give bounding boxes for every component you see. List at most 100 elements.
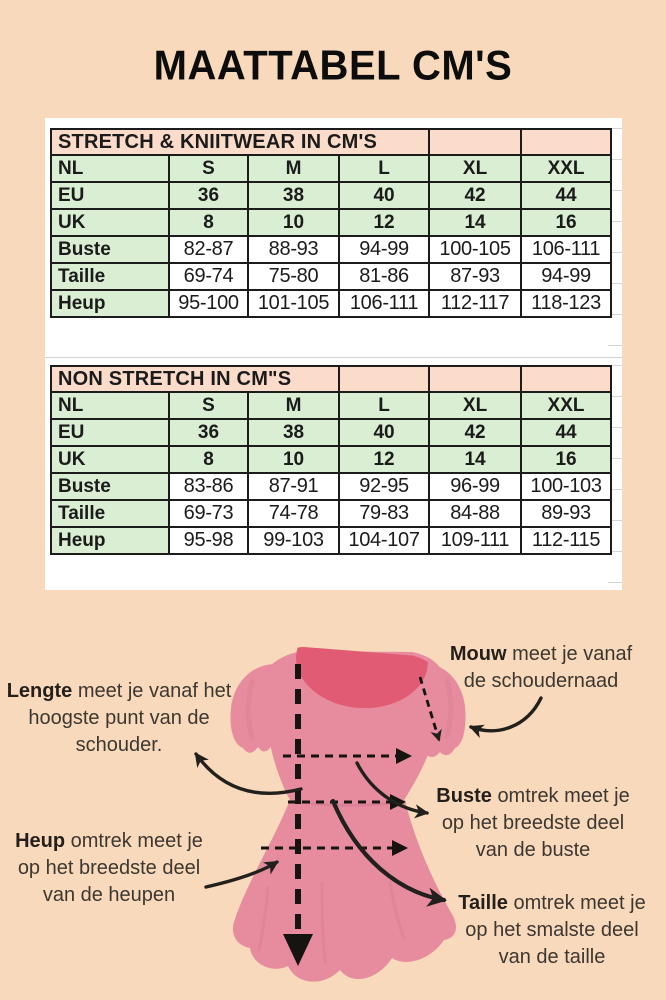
value-cell: 44 xyxy=(520,181,613,210)
row-label-cell: Buste xyxy=(50,472,170,501)
bust-arrowhead-icon xyxy=(396,748,412,764)
row-label-cell: EU xyxy=(50,181,170,210)
annotation-term: Buste xyxy=(436,785,492,807)
value-cell: 8 xyxy=(168,208,249,237)
value-cell: 89-93 xyxy=(520,499,613,528)
value-cell: L xyxy=(337,154,431,183)
table-row: UK 8 10 12 14 16 xyxy=(50,445,613,474)
value-cell: 44 xyxy=(520,418,613,447)
value-cell: 12 xyxy=(337,208,431,237)
bust-annotation-arrow-icon xyxy=(355,761,430,819)
skirt-fold xyxy=(388,880,406,940)
table-title-cell: STRETCH & KNIITWEAR IN CM'S xyxy=(49,128,431,156)
dress-neckline xyxy=(296,644,428,709)
annotation-line: op het breedste deel xyxy=(441,812,625,834)
value-cell: 16 xyxy=(520,208,613,237)
value-cell: 112-117 xyxy=(428,289,523,318)
value-cell: 8 xyxy=(168,445,249,474)
value-cell: 82-87 xyxy=(168,235,249,264)
value-cell: 81-86 xyxy=(337,262,431,291)
row-label-cell: Heup xyxy=(50,526,170,555)
table-row: Heup 95-98 99-103 104-107 109-111 112-115 xyxy=(50,526,613,555)
annotation-text: meet je vanaf het xyxy=(77,680,232,702)
table-header-row: NON STRETCH IN CM"S xyxy=(49,365,613,393)
table-header-blank-cell xyxy=(338,365,431,393)
waist-seam xyxy=(290,799,405,807)
table-header-blank-cell xyxy=(428,365,523,393)
annotation-term: Mouw xyxy=(449,643,507,665)
skirt-fold xyxy=(257,886,270,952)
value-cell: 99-103 xyxy=(246,526,341,555)
value-cell: 40 xyxy=(338,418,431,447)
row-label-cell: Taille xyxy=(50,262,170,291)
annotation-taille: Taille omtrek meet je op het smalste dee… xyxy=(438,890,666,971)
value-cell: S xyxy=(168,154,249,183)
table-row: Taille 69-74 75-80 81-86 87-93 94-99 xyxy=(50,262,613,291)
annotation-buste: Buste omtrek meet je op het breedste dee… xyxy=(423,783,643,864)
annotation-line: Heup omtrek meet je xyxy=(0,828,218,855)
value-cell: 100-103 xyxy=(520,472,613,501)
value-cell: XXL xyxy=(520,391,613,420)
annotation-mouw: Mouw meet je vanaf de schoudernaad xyxy=(430,641,652,695)
row-label-cell: NL xyxy=(50,391,170,420)
value-cell: 69-73 xyxy=(168,499,249,528)
table-row: EU 36 38 40 42 44 xyxy=(50,181,613,210)
sleeve-annotation-arrow-icon xyxy=(469,696,543,739)
value-cell: XL xyxy=(428,391,523,420)
size-table-stretch: STRETCH & KNIITWEAR IN CM'S NL S M L XL XXL EU 3… xyxy=(49,128,613,318)
value-cell: 74-78 xyxy=(246,499,341,528)
spreadsheet-gridline xyxy=(45,357,622,358)
annotation-term: Heup xyxy=(15,830,66,852)
value-cell: 112-115 xyxy=(520,526,613,555)
value-cell: 38 xyxy=(246,418,341,447)
value-cell: 84-88 xyxy=(428,499,523,528)
table-row: NL S M L XL XXL xyxy=(50,391,613,420)
table-row: Buste 82-87 88-93 94-99 100-105 106-111 xyxy=(50,235,613,264)
skirt-fold xyxy=(320,882,327,964)
dress-left-sleeve xyxy=(230,664,285,753)
value-cell: 75-80 xyxy=(247,262,340,291)
table-header-blank-cell xyxy=(428,128,523,156)
row-label-cell: NL xyxy=(50,154,170,183)
value-cell: 83-86 xyxy=(168,472,249,501)
annotation-text: omtrek meet je xyxy=(497,785,630,807)
value-cell: 79-83 xyxy=(338,499,431,528)
value-cell: 88-93 xyxy=(247,235,340,264)
value-cell: 12 xyxy=(338,445,431,474)
value-cell: 69-74 xyxy=(168,262,249,291)
value-cell: 100-105 xyxy=(428,235,523,264)
spreadsheet-area: STRETCH & KNIITWEAR IN CM'S NL S M L XL XXL EU 3… xyxy=(45,118,622,590)
value-cell: 94-99 xyxy=(337,235,431,264)
annotation-line: de schoudernaad xyxy=(463,670,619,692)
size-table-non-stretch: NON STRETCH IN CM"S NL S M L XL XXL EU 36 38 40 42 4… xyxy=(49,365,613,555)
value-cell: 95-98 xyxy=(168,526,249,555)
row-label-cell: Buste xyxy=(50,235,170,264)
table-row: EU 36 38 40 42 44 xyxy=(50,418,613,447)
dress-bodice xyxy=(262,651,445,800)
value-cell: 106-111 xyxy=(337,289,431,318)
annotation-text: omtrek meet je xyxy=(513,892,646,914)
value-cell: 38 xyxy=(247,181,340,210)
annotation-lengte: Lengte meet je vanaf het hoogste punt va… xyxy=(4,678,234,759)
annotation-line: van de heupen xyxy=(42,884,176,906)
value-cell: 87-93 xyxy=(428,262,523,291)
value-cell: 42 xyxy=(428,418,523,447)
value-cell: 95-100 xyxy=(168,289,249,318)
table-title-cell: NON STRETCH IN CM"S xyxy=(49,365,341,393)
annotation-line: Lengte meet je vanaf het xyxy=(4,678,234,705)
value-cell: 16 xyxy=(520,445,613,474)
value-cell: XXL xyxy=(520,154,613,183)
table-row: Taille 69-73 74-78 79-83 84-88 89-93 xyxy=(50,499,613,528)
value-cell: 10 xyxy=(246,445,341,474)
value-cell: 96-99 xyxy=(428,472,523,501)
annotation-line: op het smalste deel xyxy=(465,919,639,941)
annotation-term: Lengte xyxy=(6,680,73,702)
sleeve-shade xyxy=(245,679,255,741)
annotation-heup: Heup omtrek meet je op het breedste deel… xyxy=(0,828,218,909)
measurement-lines xyxy=(261,664,442,966)
value-cell: 36 xyxy=(168,181,249,210)
value-cell: M xyxy=(246,391,341,420)
value-cell: 94-99 xyxy=(520,262,613,291)
value-cell: 10 xyxy=(247,208,340,237)
value-cell: 104-107 xyxy=(338,526,431,555)
